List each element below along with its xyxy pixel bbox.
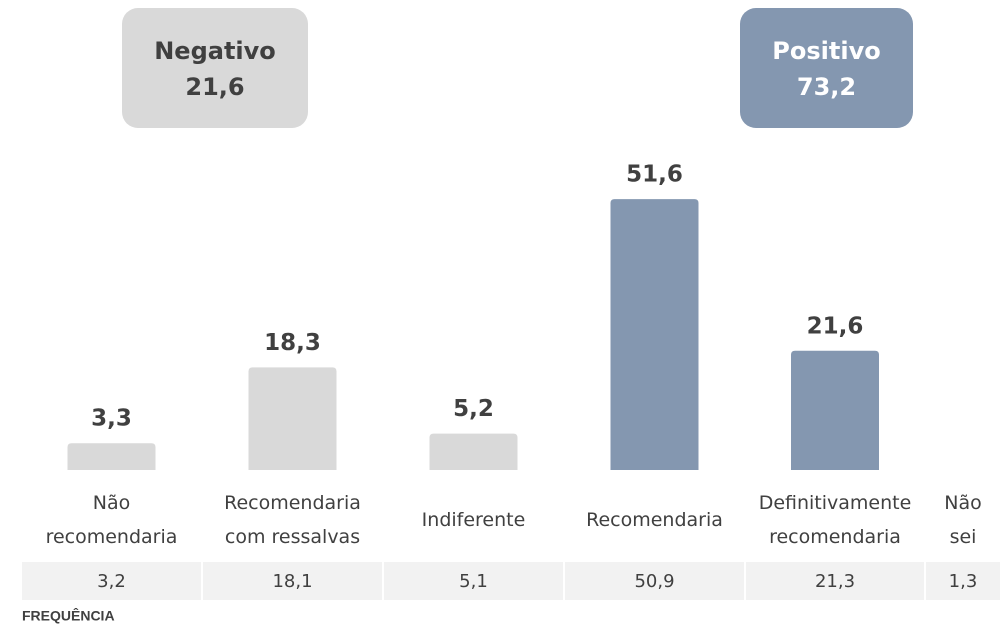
x-tick-label: Definitivamente recomendaria [759, 492, 912, 548]
value-label: 3,3 [91, 406, 132, 432]
x-tick-label-line: Indiferente [422, 509, 526, 531]
x-tick-label-line: recomendaria [46, 526, 178, 548]
summary-title: Negativo [154, 37, 276, 65]
x-tick-label: Recomendaria [586, 509, 723, 531]
value-label: 5,2 [453, 396, 494, 422]
x-tick-label: Não sei [944, 492, 981, 548]
frequency-value: 1,3 [949, 571, 978, 592]
summary-box [122, 8, 308, 128]
frequency-value: 5,1 [459, 571, 488, 592]
x-tick-label: Indiferente [422, 509, 526, 531]
x-tick-label: Recomendaria com ressalvas [224, 492, 361, 548]
x-tick-label-line: sei [950, 526, 977, 548]
bar [610, 199, 699, 470]
frequency-label: FREQUÊNCIA [22, 607, 115, 624]
x-tick-label-line: recomendaria [769, 526, 901, 548]
frequency-row [22, 562, 1000, 600]
frequency-value: 3,2 [97, 571, 126, 592]
value-label: 51,6 [626, 162, 683, 188]
bar [67, 443, 156, 470]
x-tick-label-line: com ressalvas [225, 526, 360, 548]
frequency-value: 50,9 [634, 571, 674, 592]
x-tick-label-line: Não [93, 492, 130, 514]
summary-box [740, 8, 913, 128]
frequency-value: 18,1 [272, 571, 312, 592]
frequency-value: 21,3 [815, 571, 855, 592]
value-label: 18,3 [264, 330, 321, 356]
x-tick-label-line: Não [944, 492, 981, 514]
bar [429, 433, 518, 470]
summary-value: 21,6 [185, 73, 244, 101]
summary-value: 73,2 [797, 73, 856, 101]
x-tick-label-line: Definitivamente [759, 492, 912, 514]
value-label: 21,6 [807, 313, 864, 339]
bar [791, 350, 879, 470]
x-tick-label: Não recomendaria [46, 492, 178, 548]
x-tick-label-line: Recomendaria [224, 492, 361, 514]
summary-title: Positivo [772, 37, 880, 65]
x-tick-label-line: Recomendaria [586, 509, 723, 531]
bar [248, 367, 337, 470]
